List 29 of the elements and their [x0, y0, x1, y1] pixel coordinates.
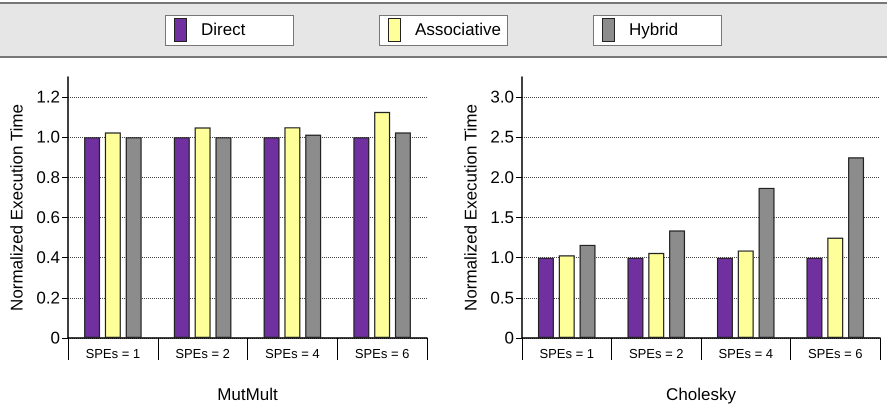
- x-tick-label: SPEs = 4: [265, 346, 320, 361]
- y-tick-label: 2.5: [490, 128, 514, 147]
- x-tick-label: SPEs = 2: [175, 346, 230, 361]
- y-tick-label: 1.5: [490, 208, 514, 228]
- x-tick-label: SPEs = 1: [539, 346, 594, 361]
- y-tick-label: 0.2: [36, 288, 60, 308]
- y-axis-title: Normalized Execution Time: [7, 104, 26, 311]
- legend-label: Associative: [415, 20, 501, 40]
- legend-label: Hybrid: [629, 20, 678, 40]
- y-tick-label: 1.0: [490, 248, 514, 268]
- y-tick-label: 0.6: [36, 208, 60, 228]
- x-axis-title: Cholesky: [666, 385, 736, 404]
- x-tick-label: SPEs = 4: [718, 346, 774, 361]
- x-tick-label: SPEs = 2: [628, 346, 684, 361]
- y-tick-label: 3.0: [490, 88, 514, 107]
- y-tick-label: 0.4: [36, 248, 60, 268]
- x-tick-label: SPEs = 6: [808, 346, 863, 361]
- y-tick-label: 0: [504, 328, 514, 348]
- legend-label: Direct: [201, 20, 246, 40]
- y-axis-title: Normalized Execution Time: [461, 104, 480, 311]
- y-tick-label: 0.8: [36, 168, 60, 187]
- y-tick-label: 0: [50, 328, 60, 348]
- y-tick-label: 0.5: [490, 288, 514, 308]
- x-axis-title: MutMult: [217, 385, 278, 404]
- y-tick-label: 1.0: [36, 128, 60, 147]
- y-tick-label: 2.0: [490, 168, 514, 187]
- x-tick-label: SPEs = 1: [86, 346, 140, 361]
- x-tick-label: SPEs = 6: [354, 346, 410, 361]
- y-tick-label: 1.2: [36, 88, 60, 107]
